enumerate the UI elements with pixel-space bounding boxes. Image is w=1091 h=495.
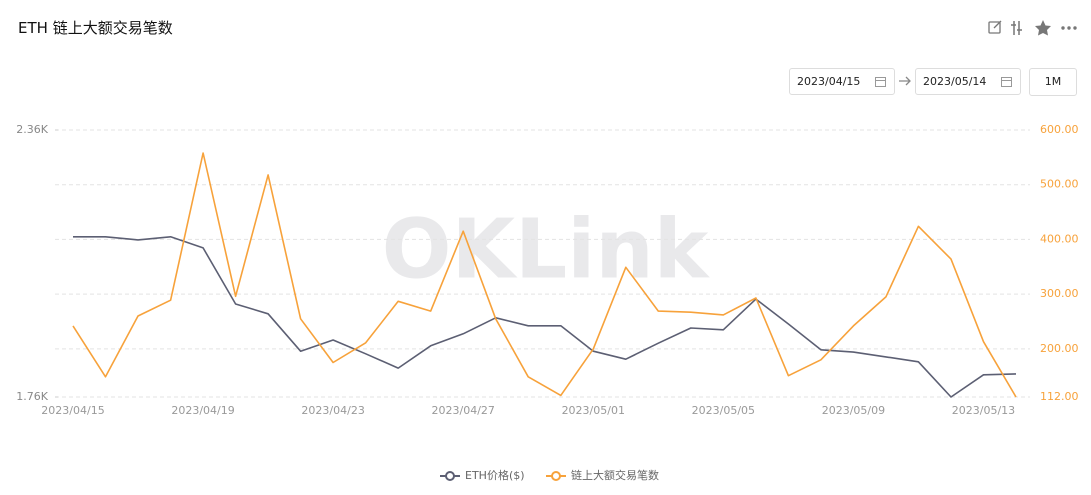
y2-tick-label: 300.00	[1040, 287, 1079, 300]
start-date-input[interactable]: 2023/04/15	[789, 68, 895, 95]
end-date-input[interactable]: 2023/05/14	[915, 68, 1021, 95]
x-tick-label: 2023/04/19	[171, 404, 234, 417]
calendar-icon	[875, 77, 886, 87]
start-date: 2023/04/15	[797, 75, 861, 88]
x-tick-label: 2023/05/09	[822, 404, 885, 417]
legend-item[interactable]: 链上大额交易笔数	[546, 468, 659, 482]
watermark: OKLink	[382, 202, 711, 297]
series-line	[72, 152, 1017, 398]
chart: OKLink 112.00 200.00 300.00 400.00 500.00 600.…	[16, 123, 1079, 482]
star-icon[interactable]	[1035, 20, 1051, 36]
x-tick-label: 2023/05/01	[562, 404, 625, 417]
more-icon[interactable]	[1061, 26, 1077, 30]
series-line	[73, 236, 1017, 398]
y2-tick-label: 500.00	[1040, 178, 1079, 191]
x-tick-label: 2023/04/15	[41, 404, 104, 417]
y2-tick-label: 200.00	[1040, 342, 1079, 355]
x-tick-label: 2023/05/05	[692, 404, 755, 417]
edit-icon[interactable]	[988, 20, 1002, 34]
y2-tick-label: 600.00	[1040, 123, 1079, 136]
x-tick-label: 2023/04/27	[432, 404, 495, 417]
x-tick-label: 2023/04/23	[301, 404, 364, 417]
y-tick-label: 2.36K	[16, 123, 48, 136]
range-button[interactable]: 1M	[1029, 68, 1077, 96]
y-tick-label: 1.76K	[16, 390, 48, 403]
end-date: 2023/05/14	[923, 75, 987, 88]
arrow-icon	[899, 76, 911, 86]
legend-label: ETH价格($)	[465, 468, 525, 482]
x-tick-label: 2023/05/13	[952, 404, 1015, 417]
chart-title: ETH 链上大额交易笔数	[18, 19, 173, 37]
legend-label: 链上大额交易笔数	[571, 468, 659, 482]
compare-icon[interactable]	[1011, 21, 1022, 35]
legend-item[interactable]: ETH价格($)	[440, 468, 525, 482]
y2-tick-label: 400.00	[1040, 232, 1079, 245]
toolbar	[988, 20, 1077, 36]
y2-tick-label: 112.00	[1040, 390, 1079, 403]
calendar-icon	[1001, 77, 1012, 87]
legend-marker	[445, 471, 455, 481]
legend-marker	[551, 471, 561, 481]
